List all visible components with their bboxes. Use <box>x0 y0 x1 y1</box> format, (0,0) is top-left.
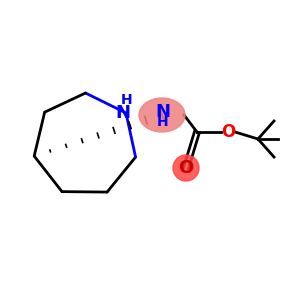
Ellipse shape <box>139 98 185 132</box>
Text: N: N <box>155 103 170 121</box>
Circle shape <box>173 155 199 181</box>
Text: N: N <box>116 104 130 122</box>
Text: H: H <box>157 115 169 129</box>
Text: H: H <box>121 93 133 107</box>
Text: O: O <box>221 123 235 141</box>
Text: O: O <box>178 159 194 177</box>
